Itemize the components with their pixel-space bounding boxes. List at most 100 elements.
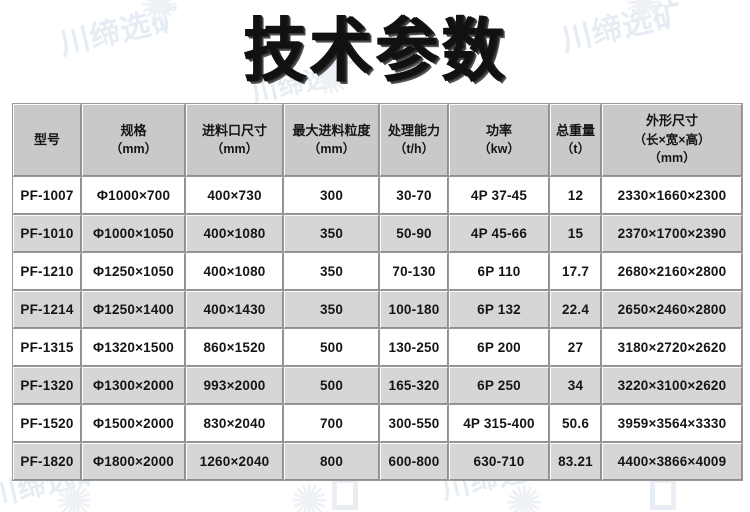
cell-weight: 34 (550, 367, 601, 404)
column-header-dimensions: 外形尺寸 （长×宽×高） （mm） (602, 104, 742, 176)
cell-dimensions: 3180×2720×2620 (602, 329, 742, 366)
header-unit: （t） (560, 142, 591, 157)
header-label: 型号 (33, 131, 60, 147)
header-unit: （t/h） (393, 142, 435, 157)
cell-feed-opening: 400×730 (186, 177, 283, 214)
cell-weight: 50.6 (550, 405, 601, 442)
header-unit: （kw） (478, 142, 520, 157)
cell-capacity: 100-180 (380, 291, 448, 328)
cell-spec: Φ1500×2000 (82, 405, 185, 442)
cell-dimensions: 2650×2460×2800 (602, 291, 742, 328)
gear-icon: ✺ (290, 474, 329, 512)
cell-model: PF-1210 (13, 253, 81, 290)
header-label: 规格 (120, 122, 147, 138)
cell-capacity: 165-320 (380, 367, 448, 404)
cell-spec: Φ1250×1400 (82, 291, 185, 328)
cell-power: 630-710 (449, 443, 549, 480)
cell-spec: Φ1800×2000 (82, 443, 185, 480)
header-unit: （mm） (210, 142, 259, 157)
table-row: PF-1214 Φ1250×1400 400×1430 350 100-180 … (13, 291, 742, 328)
cell-power: 4P 37-45 (449, 177, 549, 214)
cell-capacity: 600-800 (380, 443, 448, 480)
cell-spec: Φ1320×1500 (82, 329, 185, 366)
header-label: 外形尺寸 (645, 113, 698, 129)
header-label: 进料口尺寸 (201, 122, 267, 138)
technical-parameters-table: 型号 规格 （mm） 进料口尺寸 （mm） 最大进料粒度 （mm） 处理能力 （… (12, 103, 743, 481)
cell-feed-opening: 993×2000 (186, 367, 283, 404)
table-header: 型号 规格 （mm） 进料口尺寸 （mm） 最大进料粒度 （mm） 处理能力 （… (13, 104, 742, 176)
column-header-weight: 总重量 （t） (550, 104, 601, 176)
cell-feed-opening: 860×1520 (186, 329, 283, 366)
column-header-capacity: 处理能力 （t/h） (380, 104, 448, 176)
column-header-power: 功率 （kw） (449, 104, 549, 176)
cell-dimensions: 3959×3564×3330 (602, 405, 742, 442)
table-row: PF-1010 Φ1000×1050 400×1080 350 50-90 4P… (13, 215, 742, 252)
header-label: 总重量 (555, 122, 595, 138)
cell-power: 4P 45-66 (449, 215, 549, 252)
cell-weight: 27 (550, 329, 601, 366)
cell-weight: 22.4 (550, 291, 601, 328)
header-row: 型号 规格 （mm） 进料口尺寸 （mm） 最大进料粒度 （mm） 处理能力 （… (13, 104, 742, 176)
header-label: 处理能力 (387, 122, 440, 138)
cell-dimensions: 4400×3866×4009 (602, 443, 742, 480)
cell-capacity: 130-250 (380, 329, 448, 366)
cell-power: 6P 132 (449, 291, 549, 328)
cell-power: 4P 315-400 (449, 405, 549, 442)
page-title-container: 技术参数 (0, 8, 750, 96)
logo-mark (332, 478, 358, 510)
table-row: PF-1007 Φ1000×700 400×730 300 30-70 4P 3… (13, 177, 742, 214)
cell-power: 6P 110 (449, 253, 549, 290)
table-row: PF-1520 Φ1500×2000 830×2040 700 300-550 … (13, 405, 742, 442)
cell-capacity: 70-130 (380, 253, 448, 290)
cell-model: PF-1315 (13, 329, 81, 366)
cell-spec: Φ1000×700 (82, 177, 185, 214)
cell-max-feed-size: 500 (284, 367, 379, 404)
logo-mark (650, 478, 676, 510)
cell-feed-opening: 400×1080 (186, 215, 283, 252)
cell-capacity: 300-550 (380, 405, 448, 442)
cell-power: 6P 200 (449, 329, 549, 366)
cell-weight: 83.21 (550, 443, 601, 480)
column-header-max-feed-size: 最大进料粒度 （mm） (284, 104, 379, 176)
cell-max-feed-size: 350 (284, 291, 379, 328)
column-header-feed-opening: 进料口尺寸 （mm） (186, 104, 283, 176)
cell-model: PF-1007 (13, 177, 81, 214)
cell-max-feed-size: 300 (284, 177, 379, 214)
table-row: PF-1320 Φ1300×2000 993×2000 500 165-320 … (13, 367, 742, 404)
cell-model: PF-1010 (13, 215, 81, 252)
header-unit: （mm） (307, 142, 356, 157)
cell-capacity: 30-70 (380, 177, 448, 214)
cell-model: PF-1214 (13, 291, 81, 328)
cell-feed-opening: 1260×2040 (186, 443, 283, 480)
gear-icon: ✺ (505, 476, 544, 512)
cell-dimensions: 2330×1660×2300 (602, 177, 742, 214)
cell-dimensions: 2680×2160×2800 (602, 253, 742, 290)
cell-spec: Φ1000×1050 (82, 215, 185, 252)
cell-spec: Φ1250×1050 (82, 253, 185, 290)
table-body: PF-1007 Φ1000×700 400×730 300 30-70 4P 3… (13, 177, 742, 480)
table-row: PF-1210 Φ1250×1050 400×1080 350 70-130 6… (13, 253, 742, 290)
cell-feed-opening: 400×1080 (186, 253, 283, 290)
gear-icon: ✺ (55, 474, 94, 512)
cell-capacity: 50-90 (380, 215, 448, 252)
cell-weight: 17.7 (550, 253, 601, 290)
cell-feed-opening: 830×2040 (186, 405, 283, 442)
page-title: 技术参数 (242, 9, 507, 92)
cell-weight: 12 (550, 177, 601, 214)
cell-max-feed-size: 500 (284, 329, 379, 366)
cell-dimensions: 3220×3100×2620 (602, 367, 742, 404)
cell-dimensions: 2370×1700×2390 (602, 215, 742, 252)
table-row: PF-1315 Φ1320×1500 860×1520 500 130-250 … (13, 329, 742, 366)
cell-model: PF-1520 (13, 405, 81, 442)
cell-max-feed-size: 800 (284, 443, 379, 480)
header-unit: （mm） (109, 142, 158, 157)
column-header-model: 型号 (13, 104, 81, 176)
header-unit-secondary: （mm） (648, 151, 696, 166)
cell-model: PF-1820 (13, 443, 81, 480)
column-header-spec: 规格 （mm） (82, 104, 185, 176)
cell-weight: 15 (550, 215, 601, 252)
header-label: 最大进料粒度 (292, 122, 371, 138)
cell-max-feed-size: 700 (284, 405, 379, 442)
table-row: PF-1820 Φ1800×2000 1260×2040 800 600-800… (13, 443, 742, 480)
header-label: 功率 (485, 122, 512, 138)
